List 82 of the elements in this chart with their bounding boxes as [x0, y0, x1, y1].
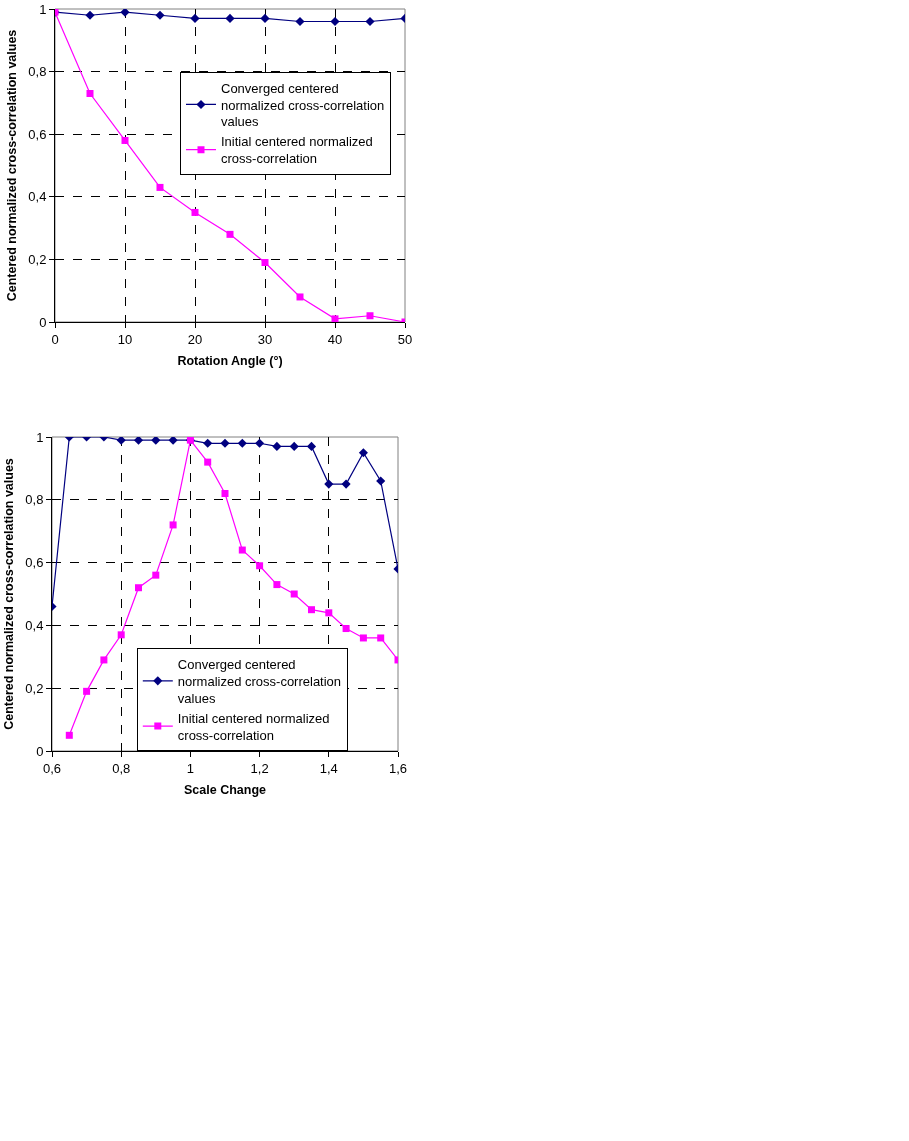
point	[261, 259, 269, 267]
point	[169, 521, 177, 529]
legend-label: Converged centered normalized cross-correlation values	[177, 657, 342, 706]
x-tick-label: 1,2	[250, 760, 269, 776]
point	[273, 581, 281, 589]
point	[225, 13, 235, 23]
point	[85, 10, 95, 20]
point	[152, 571, 160, 579]
y-tick-label: 1	[39, 1, 47, 17]
point	[272, 441, 282, 451]
point	[295, 16, 305, 27]
x-axis-title: Scale Change	[184, 782, 267, 797]
point	[238, 546, 246, 554]
point	[100, 656, 108, 664]
y-tick-label: 0	[39, 314, 47, 330]
point	[290, 590, 298, 598]
y-axis-title: Centered normalized cross-correlation values	[5, 29, 20, 302]
point	[325, 609, 333, 617]
point	[168, 437, 178, 445]
point	[65, 731, 73, 739]
point	[330, 16, 340, 27]
point	[204, 458, 212, 466]
point	[377, 634, 385, 642]
y-tick-label: 0	[36, 743, 44, 759]
point	[190, 13, 200, 23]
point	[133, 437, 144, 445]
point	[256, 562, 264, 570]
y-tick-label: 0,8	[28, 64, 47, 80]
point	[289, 441, 299, 451]
point	[151, 437, 161, 445]
point	[260, 13, 270, 23]
point	[308, 606, 315, 614]
point	[156, 183, 164, 191]
x-tick-label: 50	[397, 331, 413, 347]
point	[135, 584, 142, 592]
point	[116, 437, 126, 445]
point	[341, 479, 351, 489]
point	[296, 293, 304, 301]
x-tick-label: 30	[257, 331, 273, 347]
x-tick-label: 1	[186, 760, 195, 776]
point	[221, 490, 229, 498]
point	[220, 438, 230, 448]
y-tick-label: 0,4	[25, 617, 44, 633]
point	[203, 438, 213, 448]
legend-label: Initial centered normalized cross-correlation	[221, 134, 373, 167]
y-axis-title: Centered normalized cross-correlation values	[2, 458, 17, 730]
point	[376, 476, 386, 486]
x-tick-label: 20	[187, 331, 203, 347]
point	[226, 230, 234, 238]
point	[155, 10, 165, 20]
y-tick-label: 0,2	[25, 680, 44, 696]
x-tick-label: 1,6	[388, 760, 408, 776]
point	[117, 631, 125, 639]
point	[331, 315, 339, 322]
point	[342, 625, 350, 633]
x-axis-title: Rotation Angle (°)	[177, 353, 283, 368]
x-tick-label: 0	[51, 331, 59, 347]
y-tick-label: 1	[36, 429, 44, 445]
y-tick-label: 0,6	[28, 126, 47, 142]
point	[324, 479, 334, 489]
point	[86, 90, 94, 98]
point	[120, 9, 130, 17]
point	[359, 634, 367, 642]
x-tick-label: 10	[117, 331, 133, 347]
x-tick-label: 1,4	[319, 760, 338, 776]
y-tick-label: 0,8	[25, 492, 44, 508]
point	[83, 687, 91, 695]
legend-label: Initial centered normalized cross-correlation	[177, 710, 330, 743]
point	[191, 208, 199, 216]
point	[366, 312, 374, 320]
y-tick-label: 0,4	[28, 189, 47, 205]
point	[255, 438, 265, 448]
point	[306, 441, 317, 451]
point	[365, 16, 375, 27]
y-tick-label: 0,6	[25, 555, 44, 571]
y-tick-label: 0,2	[28, 251, 47, 267]
x-tick-label: 40	[327, 331, 343, 347]
legend-label: Converged centered normalized cross-correlation values	[221, 80, 385, 130]
point	[121, 136, 129, 144]
point	[358, 448, 368, 458]
x-tick-label: 0,8	[112, 760, 131, 776]
point	[237, 438, 247, 448]
